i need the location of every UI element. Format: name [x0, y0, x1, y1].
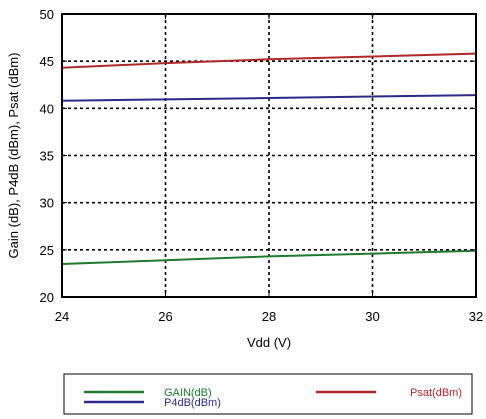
x-tick-label: 32	[469, 309, 483, 324]
x-tick-label: 28	[262, 309, 276, 324]
series-line-psat-dbm-	[61, 52, 477, 69]
y-tick-label: 20	[40, 290, 54, 305]
series-line-p4db-dbm-	[61, 94, 477, 102]
x-tick-label: 26	[158, 309, 172, 324]
x-tick-label: 30	[365, 309, 379, 324]
series-layer	[61, 52, 477, 265]
y-tick-label: 25	[40, 243, 54, 258]
legend: GAIN(dB)P4dB(dBm) Psat(dBm)	[63, 373, 473, 415]
grid	[62, 14, 476, 297]
legend-label: Psat(dBm)	[410, 387, 462, 399]
legend-label: P4dB(dBm)	[164, 397, 221, 409]
legend-label: GAIN(dB)	[164, 387, 212, 399]
y-tick-label: 30	[40, 196, 54, 211]
y-tick-label: 35	[40, 149, 54, 164]
y-tick-label: 45	[40, 54, 54, 69]
series-line-gain-db-	[61, 249, 477, 265]
y-tick-label: 50	[40, 7, 54, 22]
legend-box	[63, 373, 473, 415]
x-axis-title: Vdd (V)	[247, 335, 291, 350]
ticks: 24 26 28 30 32 20 25 30 35 40 45 50	[40, 7, 484, 324]
y-axis-title: Gain (dB), P4dB (dBm), Psat (dBm)	[6, 53, 21, 259]
x-tick-label: 24	[55, 309, 69, 324]
y-tick-label: 40	[40, 101, 54, 116]
